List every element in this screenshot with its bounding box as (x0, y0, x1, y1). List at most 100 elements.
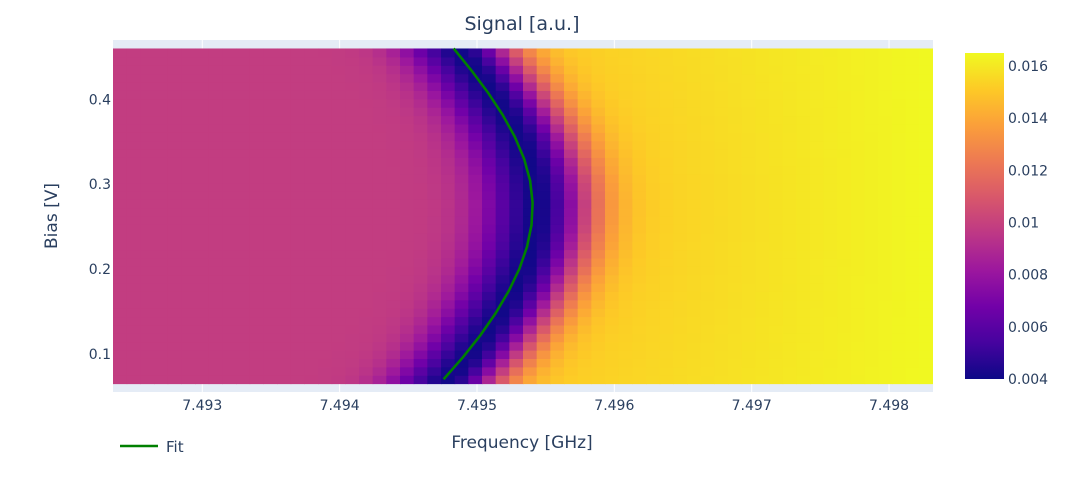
heatmap-cell (167, 157, 182, 167)
heatmap-cell (659, 299, 674, 309)
heatmap-cell (318, 216, 333, 225)
heatmap-cell (290, 283, 305, 292)
heatmap-cell (837, 341, 852, 351)
heatmap-cell (796, 65, 811, 75)
heatmap-cell (318, 123, 333, 133)
heatmap-cell (208, 132, 223, 142)
heatmap-cell (140, 299, 155, 309)
heatmap-cell (687, 73, 702, 83)
heatmap-cell (386, 350, 401, 359)
heatmap-cell (154, 165, 169, 175)
heatmap-cell (304, 56, 319, 66)
heatmap-cell (714, 216, 729, 225)
heatmap-cell (413, 148, 428, 158)
heatmap-cell (113, 81, 128, 91)
heatmap-cell (113, 65, 128, 75)
heatmap-cell (878, 249, 893, 259)
heatmap-cell (741, 232, 756, 242)
heatmap-cell (810, 216, 825, 225)
heatmap-cell (441, 291, 456, 301)
heatmap-cell (577, 199, 592, 209)
heatmap-cell (755, 190, 770, 200)
heatmap-cell (263, 157, 278, 167)
heatmap-cell (577, 115, 592, 125)
heatmap-cell (700, 148, 715, 158)
heatmap-cell (126, 224, 141, 234)
heatmap-cell (864, 140, 879, 150)
heatmap-cell (290, 107, 305, 117)
heatmap-cell (495, 375, 510, 385)
heatmap-cell (632, 132, 647, 142)
heatmap-cell (632, 190, 647, 200)
heatmap-cell (208, 90, 223, 100)
heatmap-cell (796, 366, 811, 376)
heatmap-cell (673, 199, 688, 209)
heatmap-cell (359, 56, 374, 66)
heatmap-cell (755, 148, 770, 158)
heatmap-cell (454, 341, 469, 351)
heatmap-cell (810, 98, 825, 108)
heatmap-cell (741, 274, 756, 284)
heatmap-cell (208, 107, 223, 117)
heatmap-cell (154, 257, 169, 267)
heatmap-cell (823, 366, 838, 376)
heatmap-cell (454, 333, 469, 343)
heatmap-cell (126, 190, 141, 200)
heatmap-cell (632, 224, 647, 234)
heatmap-cell (864, 350, 879, 359)
heatmap-cell (878, 148, 893, 158)
heatmap-cell (331, 274, 346, 284)
heatmap-cell (755, 132, 770, 142)
heatmap-cell (441, 316, 456, 326)
heatmap-cell (536, 65, 551, 75)
heatmap-cell (892, 291, 907, 301)
heatmap-cell (741, 316, 756, 326)
heatmap-cell (646, 182, 661, 192)
heatmap-cell (755, 324, 770, 334)
heatmap-cell (864, 249, 879, 259)
heatmap-cell (372, 283, 387, 292)
heatmap-cell (181, 216, 196, 225)
heatmap-cell (892, 190, 907, 200)
heatmap-cell (577, 98, 592, 108)
heatmap-cell (195, 291, 210, 301)
heatmap-cell (591, 207, 606, 217)
heatmap-cell (755, 81, 770, 91)
legend[interactable]: Fit (120, 438, 184, 456)
heatmap-cell (208, 249, 223, 259)
heatmap-cell (577, 81, 592, 91)
heatmap-cell (304, 224, 319, 234)
heatmap-cell (495, 73, 510, 83)
heatmap-cell (413, 341, 428, 351)
heatmap-cell (577, 190, 592, 200)
heatmap-cell (495, 81, 510, 91)
heatmap-cell (195, 107, 210, 117)
heatmap-cell (208, 333, 223, 343)
heatmap-cell (509, 81, 524, 91)
heatmap-cell (796, 182, 811, 192)
heatmap-cell (673, 341, 688, 351)
heatmap-cell (195, 241, 210, 251)
heatmap-cell (782, 249, 797, 259)
heatmap-cell (359, 308, 374, 318)
heatmap-cell (195, 207, 210, 217)
heatmap-cell (400, 316, 415, 326)
heatmap-cell (823, 115, 838, 125)
heatmap-cell (441, 241, 456, 251)
heatmap-cell (618, 140, 633, 150)
heatmap-cell (905, 257, 920, 267)
heatmap-cell (454, 266, 469, 276)
heatmap-cell (482, 266, 497, 276)
heatmap-cell (536, 249, 551, 259)
heatmap-cell (386, 56, 401, 66)
heatmap-cell (495, 274, 510, 284)
heatmap-cell (304, 207, 319, 217)
heatmap-cell (413, 56, 428, 66)
heatmap-cell (126, 341, 141, 351)
heatmap-cell (687, 316, 702, 326)
heatmap-cell (864, 65, 879, 75)
heatmap-cell (249, 199, 264, 209)
heatmap-cell (400, 324, 415, 334)
heatmap-cell (195, 232, 210, 242)
heatmap-cell (222, 199, 237, 209)
